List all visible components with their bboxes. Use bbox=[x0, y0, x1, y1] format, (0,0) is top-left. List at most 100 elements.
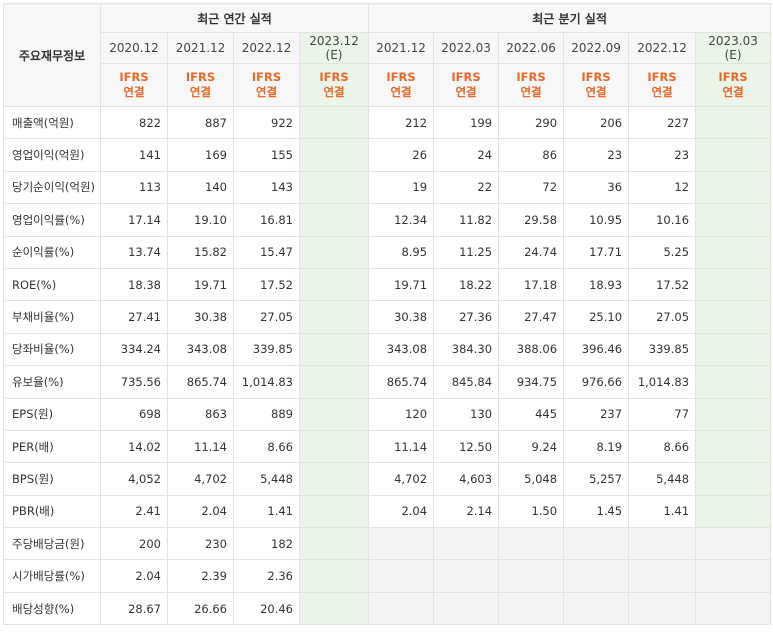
value-cell: 24 bbox=[433, 138, 500, 172]
annual-group-header: 최근 연간 실적 bbox=[99, 3, 370, 33]
estimate-cell bbox=[298, 332, 370, 367]
value-cell: 227 bbox=[628, 105, 697, 140]
value-cell: 113 bbox=[100, 170, 168, 205]
value-cell: 29.58 bbox=[498, 203, 565, 237]
value-cell: 182 bbox=[233, 527, 300, 561]
table-row: 주당배당금(원) 200 230 182 bbox=[3, 527, 772, 561]
accounting-basis-header: IFRS 연결 bbox=[368, 63, 435, 107]
value-cell: 17.52 bbox=[628, 267, 697, 302]
value-cell: 200 bbox=[100, 527, 168, 561]
estimate-cell bbox=[695, 462, 772, 496]
estimate-cell bbox=[298, 170, 370, 205]
value-cell: 12.34 bbox=[368, 203, 435, 237]
value-cell: 11.14 bbox=[368, 429, 435, 464]
estimate-cell bbox=[695, 397, 772, 431]
value-cell: 30.38 bbox=[368, 300, 435, 334]
consolidated-label: 연결 bbox=[455, 85, 477, 99]
value-cell: 339.85 bbox=[233, 332, 300, 367]
value-cell: 26.66 bbox=[167, 591, 234, 626]
value-cell: 143 bbox=[233, 170, 300, 205]
value-cell: 845.84 bbox=[433, 365, 500, 399]
period-header: 2021.12 bbox=[167, 32, 234, 64]
estimate-cell bbox=[695, 203, 772, 237]
quarter-group-header: 최근 분기 실적 bbox=[368, 3, 772, 33]
row-label: EPS(원) bbox=[3, 397, 101, 431]
value-cell: 17.71 bbox=[563, 235, 630, 269]
value-cell: 865.74 bbox=[368, 365, 435, 399]
value-cell: 2.36 bbox=[233, 559, 300, 593]
value-cell: 13.74 bbox=[100, 235, 168, 269]
accounting-basis-header: IFRS 연결 bbox=[563, 63, 630, 107]
estimate-period: 2023.03 bbox=[708, 34, 758, 48]
empty-cell bbox=[368, 591, 435, 626]
value-cell: 343.08 bbox=[368, 332, 435, 367]
table-row: 당기순이익(억원) 113 140 143 19 22 72 36 12 bbox=[3, 170, 772, 205]
period-header: 2020.12 bbox=[100, 32, 168, 64]
estimate-cell bbox=[298, 267, 370, 302]
value-cell: 15.82 bbox=[167, 235, 234, 269]
value-cell: 1,014.83 bbox=[233, 365, 300, 399]
empty-cell bbox=[498, 591, 565, 626]
row-label: 배당성향(%) bbox=[3, 591, 101, 626]
table-row: EPS(원) 698 863 889 120 130 445 237 77 bbox=[3, 397, 772, 431]
table-row: 부채비율(%) 27.41 30.38 27.05 30.38 27.36 27.47 25.… bbox=[3, 300, 772, 334]
value-cell: 77 bbox=[628, 397, 697, 431]
estimate-cell bbox=[298, 105, 370, 140]
empty-cell bbox=[628, 591, 697, 626]
value-cell: 141 bbox=[100, 138, 168, 172]
value-cell: 120 bbox=[368, 397, 435, 431]
row-label: ROE(%) bbox=[3, 267, 101, 302]
value-cell: 698 bbox=[100, 397, 168, 431]
row-label: 매출액(억원) bbox=[3, 105, 101, 140]
estimate-tag: (E) bbox=[325, 48, 343, 62]
value-cell: 4,603 bbox=[433, 462, 500, 496]
value-cell: 27.05 bbox=[233, 300, 300, 334]
value-cell: 237 bbox=[563, 397, 630, 431]
empty-cell bbox=[695, 591, 772, 626]
estimate-cell bbox=[298, 462, 370, 496]
table-row: 순이익률(%) 13.74 15.82 15.47 8.95 11.25 24.74 17.7… bbox=[3, 235, 772, 269]
ifrs-label: IFRS bbox=[119, 70, 149, 84]
consolidated-label: 연결 bbox=[123, 85, 145, 99]
value-cell: 25.10 bbox=[563, 300, 630, 334]
empty-cell bbox=[628, 527, 697, 561]
row-label: PER(배) bbox=[3, 429, 101, 464]
accounting-basis-header: IFRS 연결 bbox=[298, 63, 370, 107]
value-cell: 11.82 bbox=[433, 203, 500, 237]
table-row: 배당성향(%) 28.67 26.66 20.46 bbox=[3, 591, 772, 626]
value-cell: 11.14 bbox=[167, 429, 234, 464]
value-cell: 4,702 bbox=[368, 462, 435, 496]
accounting-basis-header: IFRS 연결 bbox=[233, 63, 300, 107]
value-cell: 15.47 bbox=[233, 235, 300, 269]
estimate-cell bbox=[298, 494, 370, 529]
value-cell: 4,702 bbox=[167, 462, 234, 496]
table-row: 영업이익(억원) 141 169 155 26 24 86 23 23 bbox=[3, 138, 772, 172]
estimate-cell bbox=[298, 559, 370, 593]
value-cell: 8.66 bbox=[233, 429, 300, 464]
consolidated-label: 연결 bbox=[722, 85, 744, 99]
empty-cell bbox=[433, 527, 500, 561]
value-cell: 343.08 bbox=[167, 332, 234, 367]
empty-cell bbox=[368, 527, 435, 561]
row-label: 당좌비율(%) bbox=[3, 332, 101, 367]
value-cell: 14.02 bbox=[100, 429, 168, 464]
period-header: 2022.03 bbox=[433, 32, 500, 64]
value-cell: 1.41 bbox=[233, 494, 300, 529]
value-cell: 5,448 bbox=[628, 462, 697, 496]
value-cell: 17.52 bbox=[233, 267, 300, 302]
value-cell: 12 bbox=[628, 170, 697, 205]
period-header: 2021.12 bbox=[368, 32, 435, 64]
table-row: 매출액(억원) 822 887 922 212 199 290 206 227 bbox=[3, 105, 772, 140]
empty-cell bbox=[563, 591, 630, 626]
estimate-cell bbox=[695, 494, 772, 529]
value-cell: 18.93 bbox=[563, 267, 630, 302]
value-cell: 1.50 bbox=[498, 494, 565, 529]
table-row: BPS(원) 4,052 4,702 5,448 4,702 4,603 5,048 5,25… bbox=[3, 462, 772, 496]
value-cell: 155 bbox=[233, 138, 300, 172]
empty-cell bbox=[368, 559, 435, 593]
value-cell: 2.04 bbox=[167, 494, 234, 529]
row-label: PBR(배) bbox=[3, 494, 101, 529]
value-cell: 2.04 bbox=[100, 559, 168, 593]
value-cell: 27.47 bbox=[498, 300, 565, 334]
value-cell: 865.74 bbox=[167, 365, 234, 399]
